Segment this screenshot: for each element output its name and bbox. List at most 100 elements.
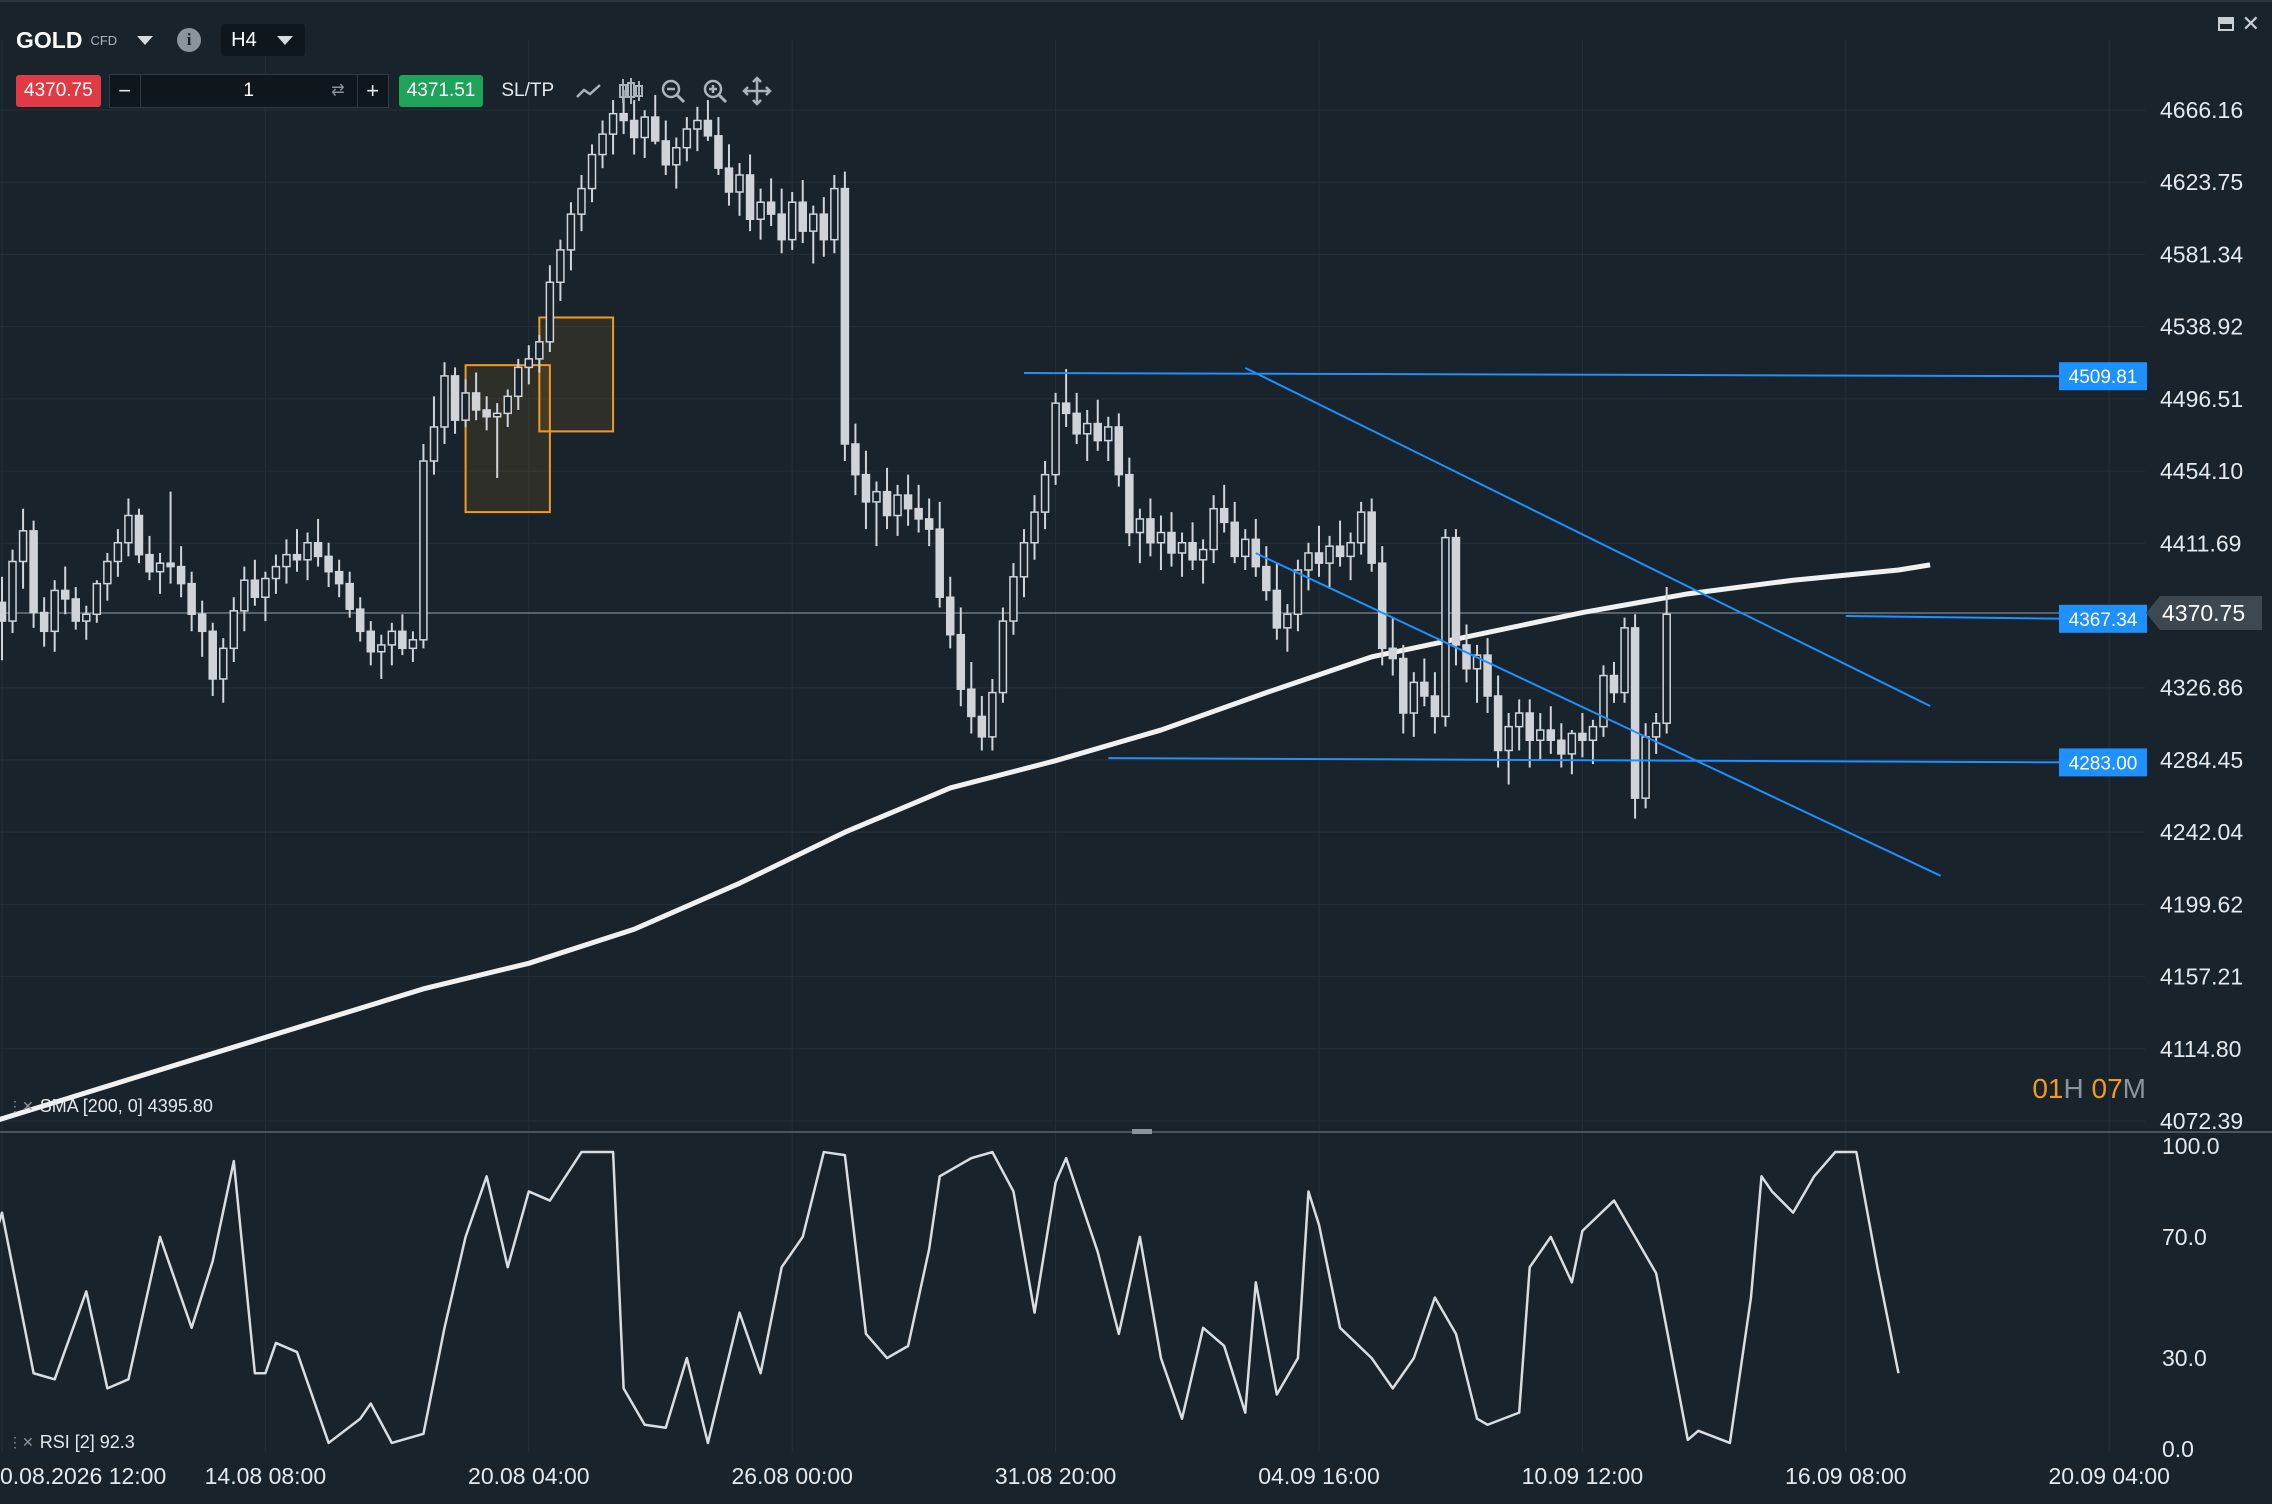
trendline-horizontal-top[interactable]	[1023, 371, 2068, 378]
candle	[103, 552, 112, 601]
candle-body	[134, 514, 144, 556]
candle-body	[1356, 511, 1366, 544]
trendlines[interactable]	[1023, 366, 2068, 877]
quantity-stepper[interactable]: − 1 ⇄ +	[108, 74, 389, 108]
y-tick-label: 4666.16	[2160, 97, 2243, 123]
candle-body	[29, 530, 38, 614]
candle	[1536, 713, 1545, 761]
swap-icon[interactable]: ⇄	[331, 82, 345, 99]
level-price-label[interactable]: 4367.34	[2059, 604, 2147, 633]
move-icon[interactable]	[742, 76, 772, 106]
sma-legend[interactable]: ⋮✕ SMA [200, 0] 4395.80	[8, 1096, 213, 1117]
candle	[714, 117, 723, 175]
y-tick-label: 4538.92	[2160, 314, 2243, 340]
price-labels[interactable]: 4509.81 4367.34 4283.00 4370.75	[2059, 362, 2262, 777]
candle-body	[1304, 552, 1313, 571]
candle	[893, 484, 902, 536]
candle-body	[650, 116, 660, 142]
rsi-tick-label: 70.0	[2162, 1224, 2207, 1250]
buy-price-button[interactable]: 4371.51	[398, 75, 484, 107]
candle	[1599, 665, 1608, 737]
candle	[924, 498, 934, 547]
candle	[903, 474, 913, 526]
info-icon[interactable]: i	[177, 28, 202, 52]
candle	[408, 631, 418, 662]
candle-body	[1514, 712, 1524, 728]
candle	[735, 163, 744, 216]
candle-body	[1588, 725, 1598, 742]
candle	[229, 597, 239, 662]
symbol-dropdown-icon[interactable]	[137, 35, 154, 45]
trendline-channel-lower[interactable]	[1255, 552, 1942, 877]
candle-body	[440, 375, 449, 428]
close-icon[interactable]: ✕	[2241, 11, 2260, 36]
candle-body	[408, 639, 418, 650]
candle	[471, 372, 481, 421]
x-tick-label: 20.08 04:00	[468, 1463, 590, 1489]
sma-line	[0, 562, 1931, 1122]
drag-handle-icon[interactable]: ⋮✕	[8, 1434, 34, 1450]
timeframe-select[interactable]: H4	[221, 24, 306, 56]
candle	[514, 358, 523, 410]
trendline-horizontal-bottom[interactable]	[1108, 757, 2068, 764]
level-label-bg	[2059, 362, 2147, 391]
rsi-label: RSI [2] 92.3	[39, 1432, 135, 1452]
candle-body	[956, 633, 966, 690]
candle	[945, 576, 955, 649]
drag-handle-icon[interactable]: ⋮✕	[8, 1098, 34, 1114]
candle	[124, 498, 133, 557]
level-price-label[interactable]: 4283.00	[2059, 748, 2147, 777]
candle	[724, 144, 734, 206]
decrease-button[interactable]: −	[118, 78, 132, 103]
candle-body	[1125, 473, 1134, 534]
zoom-out-icon[interactable]	[658, 76, 688, 106]
level-price-label[interactable]: 4509.81	[2059, 362, 2147, 391]
indicators-icon[interactable]	[616, 76, 646, 106]
candle	[334, 559, 344, 598]
trendline-resistance-short[interactable]	[1845, 614, 2068, 620]
trendline-channel-upper[interactable]	[1244, 366, 1931, 707]
panel-resize-handle	[1132, 1129, 1152, 1134]
candle	[1620, 617, 1629, 703]
candle-body	[271, 565, 281, 580]
x-tick-label: 20.09 04:00	[2048, 1463, 2170, 1489]
candle-body	[998, 620, 1008, 694]
symbol-name[interactable]: GOLD	[16, 26, 83, 53]
candle	[1146, 498, 1155, 557]
candle-body	[1546, 729, 1556, 742]
minimize-icon[interactable]	[2217, 17, 2234, 31]
zoom-in-icon[interactable]	[700, 76, 730, 106]
candle	[1188, 522, 1197, 570]
candle-body	[176, 565, 186, 585]
candle	[1651, 713, 1661, 754]
candle	[50, 580, 59, 652]
sltp-button[interactable]: SL/TP	[501, 80, 555, 101]
quantity-input[interactable]: 1 ⇄	[139, 75, 358, 107]
candle-body	[577, 187, 586, 215]
candle-body	[461, 392, 470, 421]
candle-body	[103, 560, 112, 585]
candle	[1514, 699, 1524, 751]
candle	[1377, 546, 1387, 666]
increase-button[interactable]: +	[366, 78, 380, 103]
candle-body	[1230, 521, 1239, 558]
candle-body	[334, 570, 344, 585]
candle-body	[345, 582, 354, 610]
candle-body	[1472, 654, 1482, 670]
chart-type-icon[interactable]	[574, 76, 604, 106]
candle-body	[798, 201, 807, 232]
candle	[461, 379, 470, 427]
sell-price-button[interactable]: 4370.75	[16, 75, 101, 107]
timer-hours: 01	[2032, 1073, 2064, 1104]
y-tick-label: 4242.04	[2160, 819, 2243, 845]
candle	[872, 481, 881, 547]
candle-body	[967, 688, 976, 718]
candle-body	[545, 281, 555, 343]
rsi-legend[interactable]: ⋮✕ RSI [2] 92.3	[8, 1432, 135, 1453]
candle-body	[714, 135, 723, 169]
candle	[29, 520, 38, 628]
candle	[355, 597, 365, 642]
candle-body	[1599, 674, 1608, 728]
y-tick-label: 4496.51	[2160, 386, 2243, 412]
